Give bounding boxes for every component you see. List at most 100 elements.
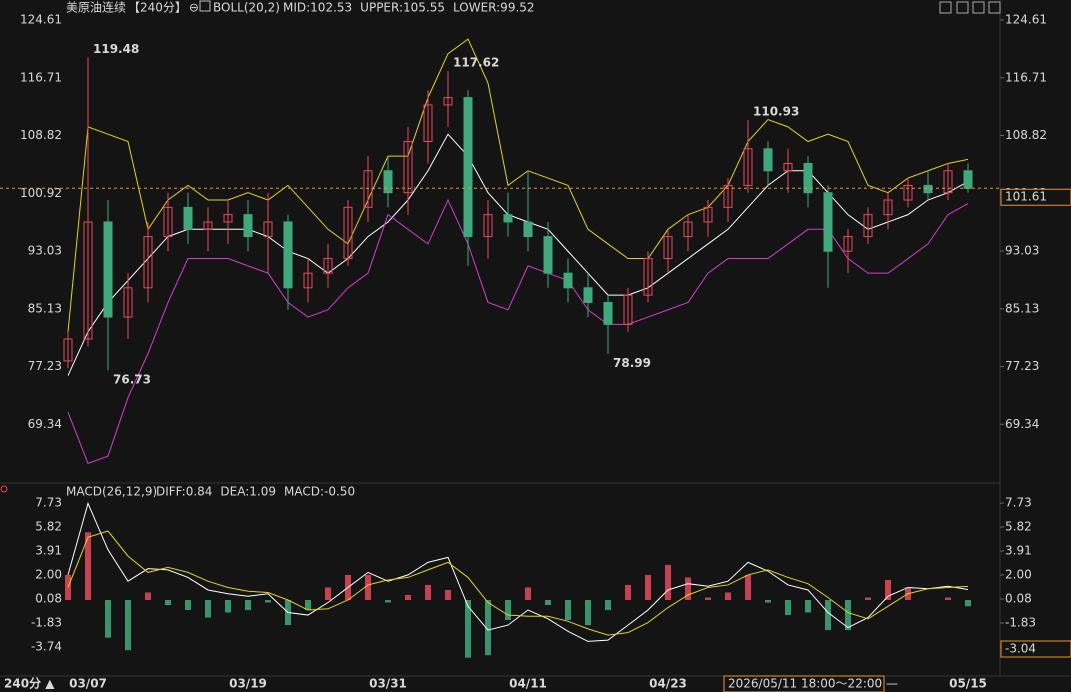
macd-bar	[385, 600, 391, 603]
candle-body	[903, 184, 913, 201]
candle-body	[83, 221, 93, 340]
candle-body	[783, 162, 793, 172]
macd-bar	[865, 597, 871, 600]
macd-bar	[605, 600, 611, 611]
candle-body	[143, 236, 153, 289]
x-tick-label: 04/23	[649, 677, 687, 691]
y-tick-label: 108.82	[20, 128, 62, 142]
candle-body	[643, 258, 653, 296]
last-price-box	[1000, 188, 1071, 206]
candle-body	[843, 236, 853, 252]
macd-bar	[225, 600, 231, 613]
extreme-label: 76.73	[113, 373, 151, 387]
y-tick-label: 100.92	[20, 186, 62, 200]
candle-body	[383, 170, 393, 194]
y-tick-label: 116.71	[20, 70, 62, 84]
macd-bar	[545, 600, 551, 606]
candle-body	[223, 214, 233, 223]
candle-body	[103, 221, 113, 318]
indicator-icon	[199, 0, 211, 12]
candle-body	[743, 148, 753, 186]
macd-bar	[365, 574, 371, 600]
extreme-label: 110.93	[753, 105, 799, 119]
candle-body	[703, 206, 713, 223]
candle-body	[523, 221, 533, 238]
candle-body	[343, 206, 353, 260]
macd-bar	[145, 592, 151, 600]
cursor-box	[1000, 640, 1071, 658]
macd-bar	[745, 574, 751, 600]
candle-body	[603, 301, 613, 325]
macd-bar	[565, 600, 571, 621]
extreme-label: 119.48	[93, 42, 139, 56]
indicator-value: DEA:1.09	[220, 485, 276, 499]
indicator-line	[67, 133, 969, 376]
y-tick-label: -1.83	[1005, 615, 1036, 629]
macd-bar	[205, 600, 211, 618]
last-price-label: 101.61	[1005, 190, 1047, 204]
candle-body	[403, 141, 413, 194]
macd-bar	[705, 597, 711, 600]
x-tick-label: 04/11	[509, 677, 547, 691]
macd-bar	[85, 532, 91, 600]
extreme-label: 117.62	[453, 56, 499, 70]
extreme-label: 78.99	[613, 356, 651, 370]
candle-body	[683, 221, 693, 238]
macd-bar	[845, 600, 851, 631]
y-tick-label: 108.82	[1005, 128, 1047, 142]
macd-bar	[465, 600, 471, 658]
macd-bar	[765, 600, 771, 603]
candle-body	[623, 294, 633, 325]
icon[interactable]	[939, 1, 952, 14]
macd-bar	[725, 592, 731, 600]
icon[interactable]	[988, 1, 1001, 14]
macd-bar	[425, 584, 431, 600]
macd-bar	[185, 600, 191, 611]
macd-bar	[885, 579, 891, 600]
macd-bar	[105, 600, 111, 638]
y-tick-label: 77.23	[1005, 359, 1039, 373]
cursor-time-box	[723, 675, 885, 692]
y-tick-label: 3.91	[1005, 543, 1032, 557]
y-tick-label: 7.73	[35, 496, 62, 510]
y-tick-label: -3.74	[31, 639, 62, 653]
window-icons[interactable]	[939, 1, 1001, 14]
candle-body	[263, 221, 273, 238]
x-tick-label: 03/31	[369, 677, 407, 691]
macd-bar	[505, 600, 511, 621]
macd-bar	[245, 600, 251, 611]
y-tick-label: 85.13	[28, 301, 62, 315]
y-tick-label: 3.91	[35, 543, 62, 557]
candle-body	[363, 170, 373, 208]
icon[interactable]	[956, 1, 969, 14]
icon[interactable]	[972, 1, 985, 14]
chart-title: 美原油连续	[66, 0, 126, 15]
period-icon: ⊖	[189, 1, 199, 15]
cursor-value: -3.04	[1005, 642, 1036, 656]
macd-bar	[785, 600, 791, 616]
macd-bar	[265, 600, 271, 603]
candle-body	[323, 258, 333, 274]
candle-body	[203, 221, 213, 230]
indicator-value: DIFF:0.84	[156, 485, 212, 499]
chart-title: MACD(26,12,9)	[66, 485, 157, 499]
y-tick-label: 124.61	[20, 12, 62, 26]
macd-bar	[665, 564, 671, 600]
macd-bar	[445, 589, 451, 600]
macd-bar	[965, 600, 971, 607]
candle-body	[763, 148, 773, 172]
y-tick-label: 124.61	[1005, 12, 1047, 26]
candle-body	[423, 104, 433, 143]
x-tick-label: 03/07	[69, 677, 107, 691]
macd-bar	[165, 600, 171, 606]
y-tick-label: 0.08	[1005, 591, 1032, 605]
candle-body	[723, 184, 733, 208]
candle-body	[923, 184, 933, 194]
y-tick-label: 116.71	[1005, 70, 1047, 84]
candle-body	[803, 162, 813, 194]
candle-body	[443, 97, 453, 106]
indicator-value: MID:102.53	[283, 1, 352, 15]
macd-bar	[485, 600, 491, 656]
